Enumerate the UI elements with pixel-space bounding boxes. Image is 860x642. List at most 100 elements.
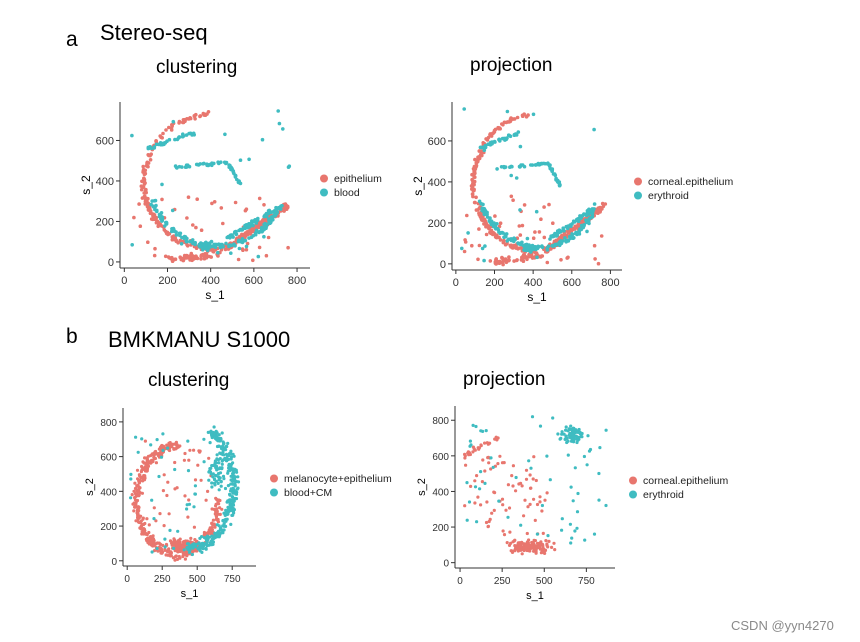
data-point-corneal.epithelium bbox=[509, 549, 513, 553]
data-point-blood+CM bbox=[204, 546, 208, 551]
data-point-epithelium bbox=[216, 254, 220, 258]
y-tick-label: 0 bbox=[108, 257, 114, 269]
scatter-points bbox=[129, 425, 241, 562]
data-point-melanocyte+epithelium bbox=[175, 544, 180, 548]
data-point-epithelium bbox=[251, 229, 255, 234]
data-point-epithelium bbox=[162, 228, 167, 232]
data-point-erythroid bbox=[585, 463, 589, 467]
data-point-corneal.epithelium bbox=[505, 541, 509, 545]
data-point-melanocyte+epithelium bbox=[133, 486, 138, 491]
data-point-blood+CM bbox=[196, 542, 200, 546]
data-point-corneal.epithelium bbox=[509, 541, 513, 545]
data-point-epithelium bbox=[261, 219, 265, 223]
data-point-erythroid bbox=[583, 538, 587, 542]
scatter-chart-a-projection: 0 200 400 600 800 0 200 400 600 s_1 s_2 corneal.epi… bbox=[411, 102, 733, 304]
data-point-blood+CM bbox=[210, 534, 214, 538]
data-point-melanocyte+epithelium bbox=[192, 448, 196, 452]
data-point-corneal.epithelium bbox=[540, 509, 544, 513]
data-point-corneal.epithelium bbox=[566, 255, 570, 260]
data-point-corneal.epithelium bbox=[500, 497, 505, 501]
data-point-epithelium bbox=[170, 124, 174, 128]
data-point-blood+CM bbox=[129, 477, 133, 481]
data-point-epithelium bbox=[194, 256, 198, 260]
data-point-epithelium bbox=[141, 185, 146, 189]
data-point-erythroid bbox=[576, 230, 580, 235]
data-point-corneal.epithelium bbox=[533, 518, 537, 522]
data-point-melanocyte+epithelium bbox=[134, 519, 138, 523]
data-point-erythroid bbox=[478, 145, 483, 150]
data-point-blood+CM bbox=[213, 534, 217, 538]
data-point-corneal.epithelium bbox=[472, 169, 477, 173]
data-point-melanocyte+epithelium bbox=[133, 505, 137, 509]
data-point-corneal.epithelium bbox=[522, 514, 526, 518]
data-point-blood+CM bbox=[188, 548, 192, 552]
legend-label: corneal.epithelium bbox=[643, 475, 728, 487]
data-point-erythroid bbox=[572, 426, 576, 431]
data-point-blood+CM bbox=[198, 536, 202, 540]
data-point-corneal.epithelium bbox=[476, 257, 480, 262]
data-point-corneal.epithelium bbox=[545, 260, 550, 265]
data-point-blood+CM bbox=[215, 468, 219, 472]
data-point-melanocyte+epithelium bbox=[177, 554, 181, 559]
data-point-corneal.epithelium bbox=[482, 222, 486, 226]
data-point-blood+CM bbox=[217, 444, 221, 448]
data-point-erythroid bbox=[522, 164, 527, 169]
section-a-letter: a bbox=[66, 28, 78, 51]
data-point-corneal.epithelium bbox=[462, 249, 467, 254]
x-tick-label: 800 bbox=[601, 277, 619, 289]
legend-swatch-melanocyte+epithelium bbox=[270, 474, 278, 483]
data-point-erythroid bbox=[479, 470, 483, 474]
data-point-epithelium bbox=[145, 161, 149, 165]
data-point-corneal.epithelium bbox=[550, 545, 554, 549]
data-point-erythroid bbox=[560, 432, 564, 436]
data-point-melanocyte+epithelium bbox=[183, 557, 187, 561]
data-point-melanocyte+epithelium bbox=[203, 532, 207, 536]
data-point-blood bbox=[184, 165, 189, 169]
data-point-erythroid bbox=[575, 435, 579, 439]
data-point-epithelium bbox=[211, 250, 216, 254]
data-point-corneal.epithelium bbox=[519, 545, 523, 549]
data-point-erythroid bbox=[573, 466, 577, 470]
data-point-blood bbox=[191, 131, 196, 136]
data-point-corneal.epithelium bbox=[541, 531, 545, 535]
data-point-blood bbox=[267, 218, 272, 223]
data-point-corneal.epithelium bbox=[538, 495, 542, 499]
data-point-corneal.epithelium bbox=[527, 538, 531, 542]
data-point-melanocyte+epithelium bbox=[176, 550, 180, 554]
data-point-corneal.epithelium bbox=[506, 258, 511, 263]
data-point-blood bbox=[221, 244, 225, 249]
data-point-blood+CM bbox=[211, 472, 215, 476]
data-point-erythroid bbox=[534, 209, 539, 214]
data-point-blood+CM bbox=[217, 433, 221, 437]
data-point-blood+CM bbox=[136, 450, 140, 454]
data-point-corneal.epithelium bbox=[478, 214, 483, 218]
data-point-epithelium bbox=[244, 247, 249, 252]
data-point-erythroid bbox=[495, 222, 499, 226]
data-point-blood bbox=[269, 210, 273, 215]
data-point-corneal.epithelium bbox=[479, 443, 483, 447]
data-point-erythroid bbox=[585, 229, 589, 234]
data-point-epithelium bbox=[188, 116, 192, 120]
data-point-epithelium bbox=[262, 203, 266, 207]
data-point-erythroid bbox=[495, 167, 499, 171]
data-point-erythroid bbox=[562, 432, 566, 436]
data-point-erythroid bbox=[572, 220, 577, 224]
data-point-melanocyte+epithelium bbox=[173, 442, 177, 446]
data-point-melanocyte+epithelium bbox=[162, 473, 166, 477]
data-point-blood+CM bbox=[222, 441, 226, 445]
data-point-epithelium bbox=[164, 128, 168, 132]
data-point-melanocyte+epithelium bbox=[151, 534, 155, 538]
data-point-epithelium bbox=[178, 239, 183, 243]
data-point-corneal.epithelium bbox=[501, 262, 505, 267]
data-point-melanocyte+epithelium bbox=[220, 507, 224, 511]
data-point-erythroid bbox=[479, 429, 483, 433]
data-point-corneal.epithelium bbox=[515, 258, 519, 262]
data-point-blood bbox=[181, 134, 186, 138]
data-point-erythroid bbox=[571, 499, 575, 503]
data-point-erythroid bbox=[569, 541, 573, 545]
data-point-blood bbox=[252, 219, 256, 223]
data-point-erythroid bbox=[483, 244, 487, 248]
data-point-corneal.epithelium bbox=[528, 486, 533, 490]
data-point-blood bbox=[227, 244, 231, 249]
data-point-melanocyte+epithelium bbox=[183, 494, 187, 498]
